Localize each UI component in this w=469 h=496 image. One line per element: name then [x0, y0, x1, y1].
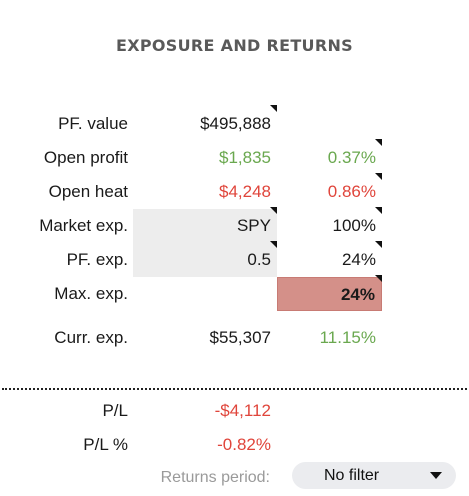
open-profit-pct-cell[interactable]: 0.37%	[327, 148, 376, 167]
comment-indicator-icon	[270, 207, 277, 214]
market-exp-pct-cell[interactable]: 100%	[332, 216, 376, 235]
row-open-heat: Open heat $4,248 0.86%	[0, 173, 469, 209]
pf-exp-pct-cell[interactable]: 24%	[341, 250, 376, 269]
comment-indicator-icon	[375, 173, 382, 180]
comment-indicator-icon	[270, 105, 277, 112]
open-heat-label: Open heat	[48, 182, 128, 201]
returns-period-label: Returns period:	[160, 469, 270, 486]
row-open-profit: Open profit $1,835 0.37%	[0, 139, 469, 175]
open-heat-pct-cell[interactable]: 0.86%	[327, 182, 376, 201]
comment-indicator-icon	[375, 275, 382, 282]
max-exp-pct-cell[interactable]: 24%	[277, 277, 382, 311]
returns-period-selected: No filter	[324, 467, 380, 484]
row-market-exp: Market exp. SPY 100%	[0, 207, 469, 243]
max-exp-label: Max. exp.	[54, 284, 128, 303]
open-profit-label: Open profit	[43, 148, 128, 167]
returns-period-dropdown[interactable]: No filter	[292, 462, 456, 489]
panel-title: EXPOSURE AND RETURNS	[116, 36, 353, 55]
caret-down-icon	[430, 472, 442, 479]
comment-indicator-icon	[375, 207, 382, 214]
row-pf-exp: PF. exp. 0.5 24%	[0, 241, 469, 277]
pl-pct-value: -0.82%	[217, 435, 271, 454]
row-curr-exp: Curr. exp. $55,307 11.15%	[0, 321, 469, 355]
comment-indicator-icon	[375, 139, 382, 146]
row-pf-value: PF. value $495,888	[0, 105, 469, 141]
comment-indicator-icon	[270, 241, 277, 248]
pl-pct-label: P/L %	[83, 435, 128, 454]
pf-value-label: PF. value	[58, 114, 128, 133]
market-exp-input[interactable]: SPY	[133, 209, 277, 243]
pf-exp-input[interactable]: 0.5	[133, 243, 277, 277]
pl-label: P/L	[102, 401, 128, 420]
section-divider	[2, 388, 467, 390]
pl-value: -$4,112	[214, 401, 271, 420]
curr-exp-label: Curr. exp.	[54, 328, 128, 347]
pf-value-cell[interactable]: $495,888	[200, 114, 271, 133]
open-profit-cell[interactable]: $1,835	[219, 148, 271, 167]
open-heat-cell[interactable]: $4,248	[219, 182, 271, 201]
comment-indicator-icon	[375, 241, 382, 248]
max-exp-value-cell[interactable]	[133, 277, 277, 311]
curr-exp-cell[interactable]: $55,307	[209, 328, 271, 347]
row-max-exp: Max. exp. 24%	[0, 275, 469, 311]
pf-exp-label: PF. exp.	[66, 250, 128, 269]
curr-exp-pct-cell[interactable]: 11.15%	[319, 328, 376, 347]
market-exp-label: Market exp.	[39, 216, 128, 235]
